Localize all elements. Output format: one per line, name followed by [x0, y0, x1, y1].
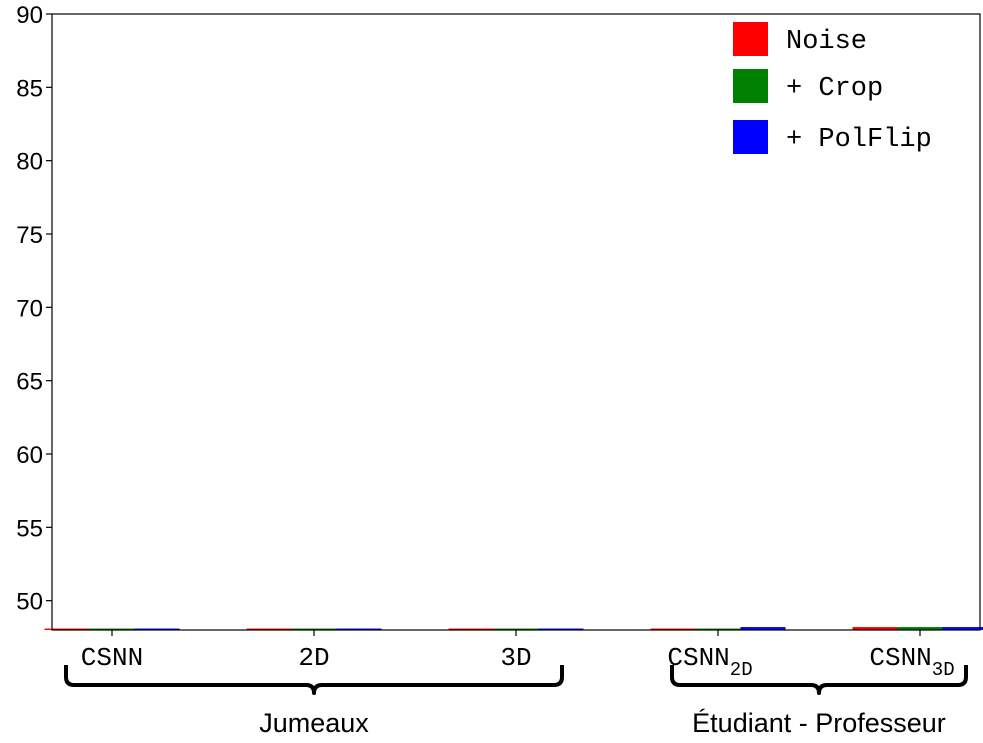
legend-label: + Crop	[786, 74, 883, 104]
bar-crop-1	[291, 628, 337, 630]
group-bracket-1	[670, 665, 968, 695]
y-tick-label: 85	[16, 75, 43, 102]
bar-noise-4	[852, 627, 898, 630]
legend-label: Noise	[786, 27, 867, 57]
legend-swatch	[733, 22, 768, 56]
y-tick-label: 60	[16, 442, 43, 469]
x-tick-label: CSNN3D	[869, 643, 954, 681]
bar-polflip-1	[336, 628, 382, 630]
bar-noise-3	[650, 628, 696, 630]
legend-label: + PolFlip	[786, 125, 932, 155]
bar-polflip-0	[134, 628, 180, 630]
x-axis: CSNN 2D 3D CSNN2D CSNN3D	[81, 630, 955, 681]
y-tick-label: 70	[16, 295, 43, 322]
bar-crop-2	[493, 628, 539, 630]
y-axis: 50 55 60 65 70 75 80 85 90	[16, 2, 52, 616]
bars-layer	[44, 627, 983, 630]
bar-crop-3	[695, 628, 741, 630]
bar-noise-1	[246, 628, 292, 630]
plot-frame	[51, 13, 981, 631]
group-label: Étudiant - Professeur	[692, 708, 946, 738]
x-tick-label: CSNN2D	[667, 643, 752, 681]
y-tick-label: 50	[16, 589, 43, 616]
bar-polflip-2	[538, 628, 584, 630]
legend-swatch	[733, 69, 768, 103]
bar-polflip-3	[740, 627, 786, 630]
bar-crop-0	[89, 628, 135, 630]
x-tick-label: 2D	[298, 643, 329, 673]
bar-noise-2	[448, 628, 494, 630]
y-tick-label: 80	[16, 149, 43, 176]
bar-crop-4	[897, 627, 943, 630]
y-tick-label: 90	[16, 2, 43, 29]
legend: Noise + Crop + PolFlip	[733, 22, 932, 155]
group-label: Jumeaux	[259, 708, 369, 738]
y-tick-label: 65	[16, 369, 43, 396]
x-tick-label: 3D	[500, 643, 531, 673]
group-brackets: Jumeaux Étudiant - Professeur	[64, 665, 968, 738]
legend-swatch	[733, 120, 768, 154]
x-tick-label: CSNN	[81, 643, 143, 673]
bar-polflip-4	[942, 627, 983, 630]
bar-noise-0	[44, 628, 90, 630]
y-tick-label: 55	[16, 515, 43, 542]
group-bracket-0	[64, 665, 564, 695]
y-tick-label: 75	[16, 222, 43, 249]
